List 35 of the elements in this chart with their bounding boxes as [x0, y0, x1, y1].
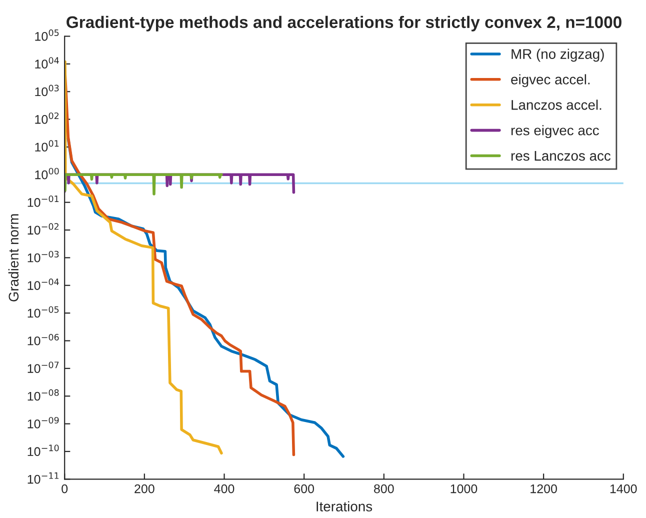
y-tick-label: 10$^{02}$: [35, 112, 59, 124]
y-tick-label: 10$^{−04}$: [28, 278, 59, 290]
y-tick-label: 10$^{05}$: [35, 29, 59, 41]
legend-label: res Lanczos acc: [511, 151, 611, 161]
legend-label: MR (no zigzag): [512, 48, 604, 62]
y-tick-label: 10$^{−11}$: [28, 472, 59, 484]
y-tick-label: 10$^{−03}$: [28, 250, 59, 262]
x-tick-label: 0: [62, 484, 68, 494]
y-tick-label: 10$^{−05}$: [28, 306, 59, 318]
legend-label: eigvec accel.: [511, 74, 590, 88]
y-axis-title: Gradient norm: [8, 214, 19, 302]
y-tick-label: 10$^{−10}$: [28, 444, 59, 456]
chart-title: Gradient-type methods and accelerations for strictly convex 2, n=1000: [66, 16, 622, 32]
x-tick-label: 800: [374, 484, 394, 494]
x-tick-label: 200: [134, 484, 154, 494]
legend-label: Lanczos accel.: [512, 100, 602, 110]
y-tick-label: 10$^{−06}$: [28, 334, 59, 346]
x-tick-label: 400: [214, 484, 234, 494]
y-tick-label: 10$^{−02}$: [28, 223, 58, 235]
line-series: [64, 60, 223, 455]
x-tick-label: 600: [294, 484, 314, 494]
line-series: [64, 173, 223, 196]
y-tick-label: 10$^{−07}$: [28, 362, 59, 373]
x-tick-label: 1400: [610, 484, 637, 494]
y-tick-label: 10$^{04}$: [35, 57, 59, 68]
y-tick-label: 10$^{01}$: [35, 140, 59, 152]
y-tick-label: 10$^{−09}$: [28, 416, 59, 428]
y-tick-label: 10$^{−01}$: [28, 196, 59, 207]
y-tick-label: 10$^{−08}$: [28, 389, 59, 401]
x-tick-label: 1000: [450, 484, 478, 494]
y-tick-label: 10$^{00}$: [35, 168, 59, 180]
x-tick-label: 1200: [530, 484, 557, 494]
legend-label: res eigvec acc: [511, 125, 599, 138]
x-axis-title: Iterations: [316, 501, 372, 512]
y-tick-label: 10$^{03}$: [35, 84, 59, 96]
